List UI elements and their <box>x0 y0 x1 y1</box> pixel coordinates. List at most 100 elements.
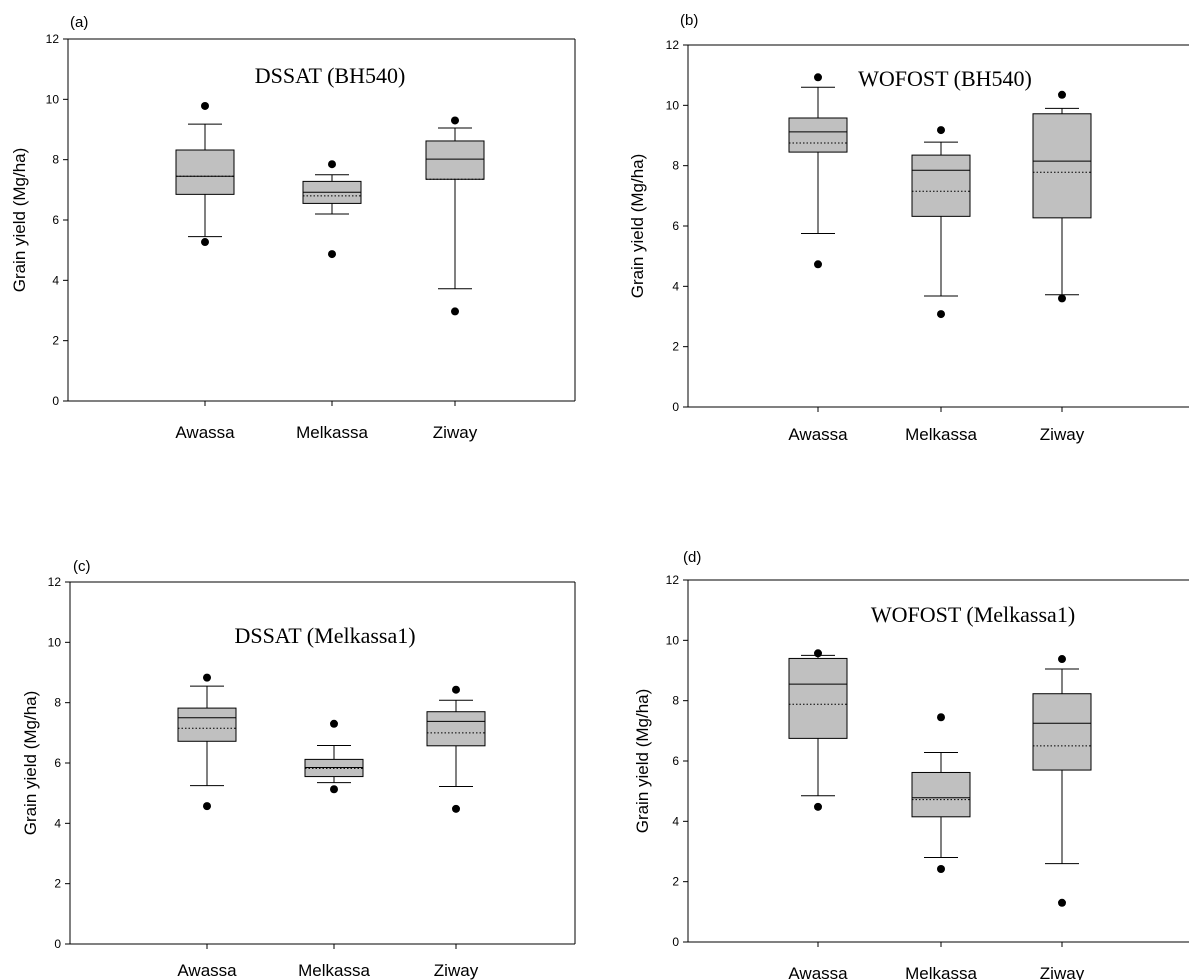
y-tick-label: 4 <box>672 814 679 828</box>
outlier-point <box>1058 655 1066 664</box>
outlier-point <box>814 802 822 811</box>
box-plot-awassa <box>175 101 235 247</box>
y-tick-label: 0 <box>672 400 679 414</box>
y-tick-label: 6 <box>52 213 59 227</box>
box-plot-awassa <box>788 649 848 811</box>
box-plot-melkassa <box>911 126 971 319</box>
y-tick-label: 0 <box>672 935 679 949</box>
panel-label: (b) <box>680 12 698 29</box>
x-tick-label: Ziway <box>1040 425 1085 444</box>
outlier-point <box>937 713 945 722</box>
outlier-point <box>937 864 945 873</box>
y-tick-label: 8 <box>672 694 679 708</box>
chart-title: DSSAT (BH540) <box>255 63 406 88</box>
outlier-point <box>451 116 459 125</box>
y-tick-label: 2 <box>672 340 679 354</box>
y-tick-label: 10 <box>48 635 62 649</box>
box-plot-awassa <box>177 673 237 811</box>
outlier-point <box>330 785 338 794</box>
outlier-point <box>203 673 211 682</box>
y-tick-label: 2 <box>672 875 679 889</box>
chart-title: WOFOST (Melkassa1) <box>871 602 1075 627</box>
y-tick-label: 4 <box>52 273 59 287</box>
y-axis-label: Grain yield (Mg/ha) <box>628 154 647 299</box>
box-plot-melkassa <box>302 160 362 259</box>
y-tick-label: 6 <box>672 754 679 768</box>
iqr-box <box>426 711 486 747</box>
y-tick-label: 10 <box>666 633 680 647</box>
outlier-point <box>937 126 945 135</box>
x-tick-label: Ziway <box>433 423 478 442</box>
chart-title: DSSAT (Melkassa1) <box>234 623 415 648</box>
x-tick-label: Awassa <box>177 961 237 980</box>
outlier-point <box>814 649 822 658</box>
x-tick-label: Melkassa <box>905 425 977 444</box>
y-tick-label: 2 <box>52 334 59 348</box>
box-plot-ziway <box>1032 90 1092 303</box>
y-tick-label: 6 <box>672 219 679 233</box>
box-plot-ziway <box>1032 655 1092 907</box>
iqr-box <box>175 149 235 195</box>
outlier-point <box>814 73 822 82</box>
y-tick-label: 10 <box>666 98 680 112</box>
outlier-point <box>328 160 336 169</box>
y-tick-label: 2 <box>54 877 61 891</box>
iqr-box <box>1032 113 1092 219</box>
outlier-point <box>452 804 460 813</box>
outlier-point <box>1058 90 1066 99</box>
y-axis-label: Grain yield (Mg/ha) <box>21 691 40 836</box>
x-tick-label: Ziway <box>1040 964 1085 980</box>
y-tick-label: 6 <box>54 756 61 770</box>
y-tick-label: 12 <box>46 32 60 46</box>
iqr-box <box>177 707 237 742</box>
panel-label: (c) <box>73 558 91 575</box>
y-tick-label: 8 <box>54 696 61 710</box>
y-axis-label: Grain yield (Mg/ha) <box>633 689 652 834</box>
x-tick-label: Awassa <box>788 425 848 444</box>
panel-label: (d) <box>683 549 701 566</box>
box-plot-melkassa <box>304 719 364 794</box>
x-tick-label: Ziway <box>434 961 479 980</box>
panel-label: (a) <box>70 14 88 31</box>
x-tick-label: Awassa <box>788 964 848 980</box>
box-plot-ziway <box>426 685 486 813</box>
x-tick-label: Melkassa <box>905 964 977 980</box>
iqr-box <box>911 154 971 217</box>
iqr-box <box>788 657 848 739</box>
outlier-point <box>201 101 209 110</box>
y-tick-label: 4 <box>672 279 679 293</box>
outlier-point <box>330 719 338 728</box>
iqr-box <box>788 117 848 153</box>
outlier-point <box>1058 898 1066 907</box>
outlier-point <box>452 685 460 694</box>
y-tick-label: 4 <box>54 816 61 830</box>
outlier-point <box>203 802 211 811</box>
x-tick-label: Awassa <box>175 423 235 442</box>
outlier-point <box>201 238 209 247</box>
outlier-point <box>937 310 945 319</box>
outlier-point <box>328 250 336 259</box>
iqr-box <box>911 771 971 818</box>
outlier-point <box>451 307 459 316</box>
outlier-point <box>814 260 822 269</box>
y-axis-label: Grain yield (Mg/ha) <box>10 148 29 293</box>
chart-title: WOFOST (BH540) <box>858 66 1032 91</box>
y-tick-label: 12 <box>666 38 680 52</box>
panel-d: 0 2 4 6 8 10 12 Grain yield (Mg/ha) (d) WOFOST (M… <box>633 549 1189 980</box>
iqr-box <box>1032 693 1092 771</box>
y-tick-label: 8 <box>672 159 679 173</box>
iqr-box <box>425 140 485 180</box>
panel-b: 0 2 4 6 8 10 12 Grain yield (Mg/ha) (b) WOFOST (B… <box>628 12 1189 444</box>
panel-c: 0 2 4 6 8 10 12 Grain yield (Mg/ha) (c) DSSAT (Me… <box>21 558 576 980</box>
y-tick-label: 0 <box>54 937 61 951</box>
box-plot-melkassa <box>911 713 971 873</box>
y-tick-label: 8 <box>52 153 59 167</box>
panel-a: 0 2 4 6 8 10 12 Grain yield (Mg/ha) (a) DSSAT (BH… <box>10 14 576 442</box>
outlier-point <box>1058 294 1066 303</box>
x-tick-label: Melkassa <box>298 961 370 980</box>
box-plot-awassa <box>788 73 848 269</box>
y-tick-label: 12 <box>48 575 62 589</box>
x-tick-label: Melkassa <box>296 423 368 442</box>
box-plot-ziway <box>425 116 485 316</box>
y-tick-label: 10 <box>46 92 60 106</box>
